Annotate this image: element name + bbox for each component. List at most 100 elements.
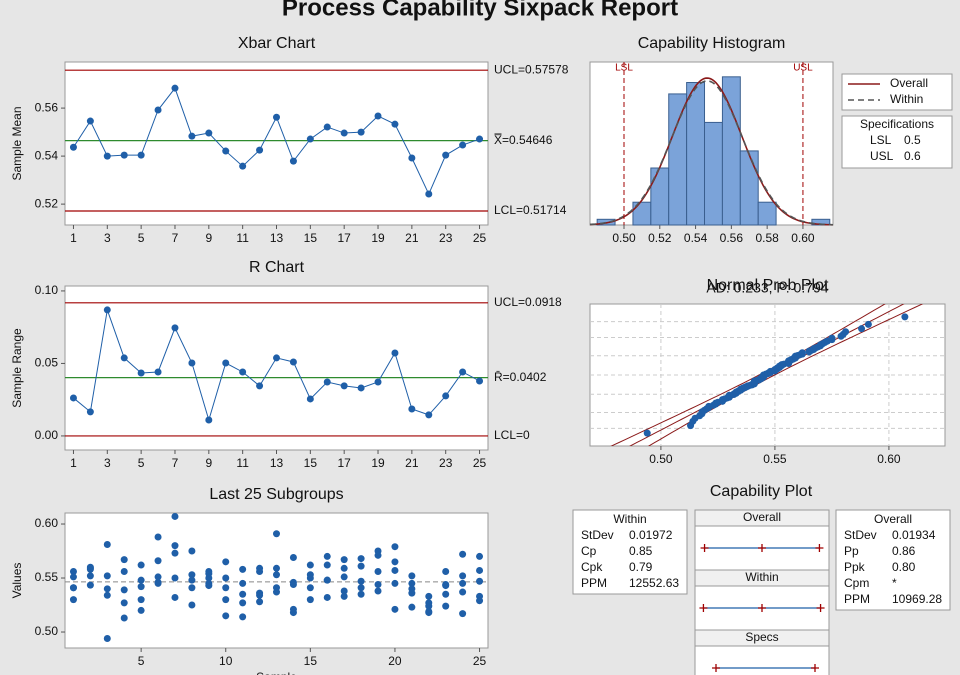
point (289, 358, 297, 366)
spec-value: 0.5 (904, 133, 921, 147)
y-tick-label: 0.54 (35, 148, 59, 162)
x-tick-label: 13 (270, 231, 284, 245)
point (306, 584, 314, 592)
limit-label: R̄=0.0402 (494, 370, 547, 384)
chart-title: R Chart (249, 259, 305, 276)
point (188, 576, 196, 584)
bar (704, 121, 723, 226)
point (222, 596, 230, 604)
point (374, 551, 382, 559)
chart-subtitle: AD: 0.233, P: 0.794 (706, 280, 828, 296)
point (103, 591, 111, 599)
report-title: Process Capability Sixpack Report (282, 0, 678, 21)
point (643, 429, 651, 437)
y-tick-label: 0.10 (35, 283, 59, 297)
interval-marker (699, 604, 708, 612)
point (408, 154, 416, 162)
plot-area (64, 61, 489, 226)
point (425, 602, 433, 610)
panel-title: Specs (745, 630, 778, 644)
point (306, 574, 314, 582)
x-tick-label: 25 (473, 231, 487, 245)
point (357, 555, 365, 563)
point (137, 596, 145, 604)
point (425, 190, 433, 198)
point (442, 151, 450, 159)
legend-label: Overall (890, 76, 928, 90)
point (171, 84, 179, 92)
stats-value: 0.86 (892, 544, 916, 558)
bar (650, 167, 670, 226)
point (357, 590, 365, 598)
interval-marker (811, 664, 819, 672)
point (69, 596, 77, 604)
y-tick-label: 0.50 (35, 624, 59, 638)
stats-value: 12552.63 (629, 576, 679, 590)
plot-area (64, 512, 489, 649)
point (340, 564, 348, 572)
point (188, 547, 196, 555)
chart-title: Capability Histogram (638, 35, 786, 52)
bar (739, 150, 759, 226)
point (239, 162, 247, 170)
limit-label: LCL=0.51714 (494, 203, 567, 217)
point (459, 572, 467, 580)
x-tick-label: 3 (104, 456, 111, 470)
x-tick-label: 19 (371, 231, 385, 245)
stats-title: Within (613, 512, 646, 526)
x-tick-label: 23 (439, 231, 453, 245)
point (222, 359, 230, 367)
specs-box (841, 115, 953, 169)
distribution-curve (589, 80, 834, 226)
point (120, 599, 128, 607)
point (273, 530, 280, 538)
point (374, 580, 382, 588)
point (408, 603, 416, 611)
point (205, 129, 213, 137)
x-tick-label: 0.52 (648, 231, 672, 245)
point (323, 378, 331, 386)
x-tick-label: 0.56 (720, 231, 744, 245)
point (69, 584, 77, 592)
x-tick-label: 15 (304, 456, 318, 470)
point (391, 605, 399, 613)
point (357, 577, 365, 585)
point (323, 561, 331, 569)
spec-label: LSL (615, 63, 633, 74)
point (239, 599, 247, 607)
panel-header (694, 509, 830, 527)
point (120, 586, 128, 594)
point (408, 579, 416, 587)
point (306, 596, 314, 604)
point (306, 395, 314, 403)
point (408, 589, 416, 597)
point (86, 564, 94, 572)
point (188, 601, 196, 609)
point (171, 512, 179, 520)
panel-header (694, 569, 830, 587)
point (86, 572, 94, 580)
point (425, 607, 433, 615)
point (340, 587, 348, 595)
point (69, 394, 77, 402)
stats-label: StDev (581, 528, 614, 542)
legend-label: Within (890, 92, 923, 106)
point (256, 146, 264, 154)
y-tick-label: 0.60 (35, 516, 59, 530)
point (205, 574, 213, 582)
point (391, 120, 399, 128)
point (901, 313, 909, 321)
point (459, 588, 467, 596)
point (459, 368, 467, 376)
interval-marker (700, 544, 709, 552)
chart-title: Last 25 Subgroups (209, 486, 343, 503)
point (340, 573, 348, 581)
limit-label: LCL=0 (494, 428, 530, 442)
point (798, 349, 806, 357)
x-tick-label: 0.50 (649, 452, 673, 466)
point (289, 157, 297, 165)
point (289, 605, 297, 613)
x-tick-label: 1 (70, 456, 77, 470)
x-tick-label: 25 (473, 654, 487, 668)
